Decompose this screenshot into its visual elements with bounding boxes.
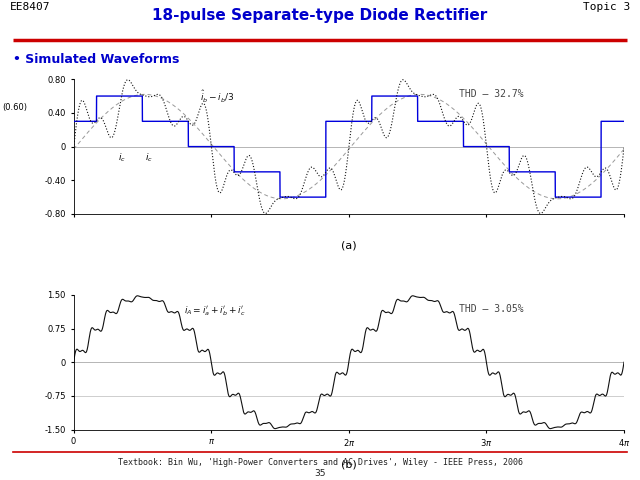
Text: EE8407: EE8407 [10, 2, 50, 12]
Text: (a): (a) [341, 241, 356, 251]
Text: $\hat{i}_b - i_b/3$: $\hat{i}_b - i_b/3$ [200, 89, 235, 105]
Text: (b): (b) [341, 459, 356, 469]
Text: • Simulated Waveforms: • Simulated Waveforms [13, 53, 179, 66]
Text: $i_A = i_a' + i_b' + i_c'$: $i_A = i_a' + i_b' + i_c'$ [184, 304, 245, 318]
Text: (0.60): (0.60) [2, 103, 27, 112]
Text: $i_c$: $i_c$ [118, 151, 125, 164]
Text: $i_c$: $i_c$ [145, 151, 153, 164]
Text: Topic 3: Topic 3 [583, 2, 630, 12]
Text: THD – 32.7%: THD – 32.7% [459, 89, 524, 98]
Text: 35: 35 [314, 468, 326, 478]
Text: THD – 3.05%: THD – 3.05% [459, 304, 524, 314]
Text: Textbook: Bin Wu, 'High-Power Converters and AC Drives', Wiley - IEEE Press, 200: Textbook: Bin Wu, 'High-Power Converters… [118, 458, 522, 468]
Text: 18-pulse Separate-type Diode Rectifier: 18-pulse Separate-type Diode Rectifier [152, 8, 488, 23]
